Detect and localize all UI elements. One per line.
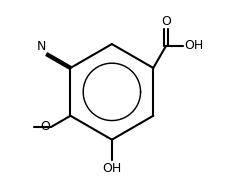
Text: OH: OH <box>184 39 203 52</box>
Text: O: O <box>40 120 50 133</box>
Text: OH: OH <box>102 161 121 174</box>
Text: N: N <box>37 40 46 53</box>
Text: O: O <box>161 15 171 28</box>
